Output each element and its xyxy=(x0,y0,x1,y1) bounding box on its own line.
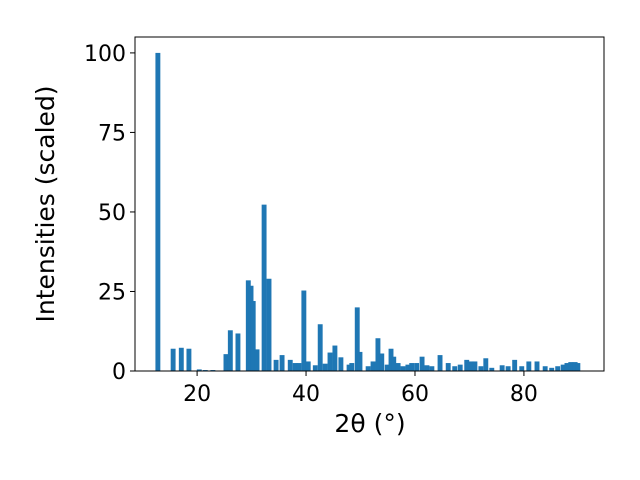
bar xyxy=(296,363,302,371)
bar xyxy=(572,362,578,371)
bar xyxy=(560,364,566,371)
bar xyxy=(365,366,371,371)
bar xyxy=(349,363,355,371)
bar xyxy=(279,355,285,371)
x-tick-label: 80 xyxy=(510,382,538,407)
bar xyxy=(388,348,394,371)
x-tick-label: 20 xyxy=(183,382,211,407)
bar xyxy=(519,366,525,371)
bar xyxy=(400,366,406,371)
bar xyxy=(254,349,260,371)
bar xyxy=(549,367,555,371)
bar xyxy=(155,52,161,372)
bar xyxy=(266,278,272,371)
bar xyxy=(395,363,401,371)
bar xyxy=(505,366,511,371)
bar xyxy=(346,364,352,371)
bar xyxy=(472,361,478,371)
bar xyxy=(186,348,192,371)
bar xyxy=(357,351,363,371)
bar xyxy=(468,361,474,371)
bar xyxy=(534,361,540,371)
bar xyxy=(273,359,279,371)
bar xyxy=(564,363,570,371)
bar xyxy=(227,330,233,371)
bar xyxy=(424,365,430,371)
bar xyxy=(338,357,344,371)
bar xyxy=(437,355,443,371)
bar xyxy=(414,363,420,371)
bar xyxy=(384,364,390,371)
bar xyxy=(405,364,411,371)
bar xyxy=(354,307,360,371)
bar xyxy=(409,363,415,371)
bar xyxy=(445,363,451,371)
bar xyxy=(301,290,307,371)
bar xyxy=(292,363,298,371)
y-axis-label: Intensities (scaled) xyxy=(31,85,60,322)
y-tick-label: 75 xyxy=(98,121,126,146)
bar xyxy=(312,365,318,371)
bar xyxy=(483,358,489,371)
bar xyxy=(568,362,574,371)
bar xyxy=(250,301,256,371)
y-tick-label: 50 xyxy=(98,201,126,226)
bar xyxy=(464,359,470,371)
bar xyxy=(322,363,328,371)
bar xyxy=(178,347,184,371)
bar xyxy=(375,338,381,371)
bar xyxy=(419,356,425,371)
bar xyxy=(261,204,267,371)
bar xyxy=(317,324,323,371)
x-tick-label: 40 xyxy=(292,382,320,407)
bar xyxy=(542,366,548,371)
bar xyxy=(370,361,376,371)
bar xyxy=(287,359,293,371)
x-tick-label: 60 xyxy=(401,382,429,407)
bar xyxy=(575,363,581,371)
bar xyxy=(305,361,311,371)
bar xyxy=(223,354,229,371)
bar xyxy=(526,361,532,371)
x-axis-label: 2θ (°) xyxy=(334,409,405,438)
bar xyxy=(489,367,495,371)
plot-frame xyxy=(134,36,605,372)
bar xyxy=(245,280,251,371)
bar xyxy=(235,333,241,371)
bar xyxy=(429,366,435,371)
bar xyxy=(555,366,561,371)
y-tick-label: 100 xyxy=(84,42,126,67)
bar xyxy=(196,369,202,371)
y-tick-label: 0 xyxy=(112,360,126,385)
bar xyxy=(512,359,518,371)
bar xyxy=(332,345,338,371)
bar xyxy=(499,365,505,371)
bar xyxy=(170,348,176,371)
bar xyxy=(478,366,484,371)
bar xyxy=(391,356,397,371)
bar xyxy=(327,352,333,371)
bar xyxy=(457,364,463,371)
bar xyxy=(379,353,385,371)
y-tick-label: 25 xyxy=(98,280,126,305)
bar xyxy=(452,366,458,371)
